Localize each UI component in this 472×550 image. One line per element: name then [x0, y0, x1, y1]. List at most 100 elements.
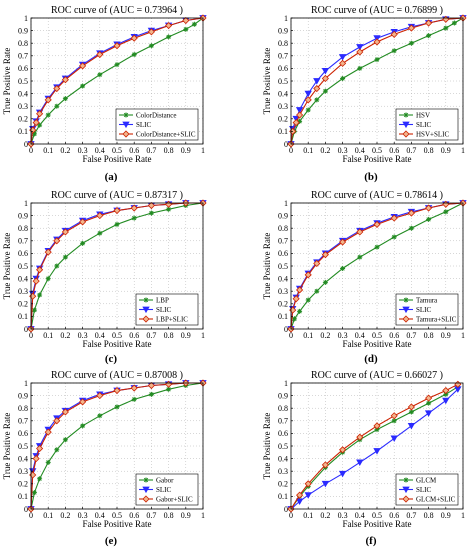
- panel-label: (c): [105, 353, 118, 365]
- y-tick-label: 0.9: [278, 26, 288, 35]
- x-tick-label: 0.1: [303, 511, 313, 520]
- data-point: [96, 212, 104, 220]
- y-tick-label: 0.2: [18, 115, 28, 124]
- x-tick-label: 0.1: [43, 511, 53, 520]
- y-tick-label: 0.8: [278, 224, 288, 233]
- data-point: [322, 88, 328, 94]
- legend-entry: SLIC: [136, 121, 152, 129]
- data-point: [31, 307, 37, 313]
- data-point: [407, 24, 415, 32]
- legend-marker: [142, 306, 150, 314]
- y-tick-label: 0.7: [18, 52, 28, 61]
- y-tick-label: 0.1: [18, 492, 28, 501]
- x-tick-label: 0.6: [129, 511, 139, 520]
- legend-entry: Gabor: [156, 477, 174, 485]
- data-point: [304, 271, 312, 279]
- data-point: [338, 470, 347, 478]
- x-tick-label: 0.2: [320, 146, 330, 155]
- y-tick-label: 1: [24, 199, 28, 208]
- x-tick-label: 0.5: [112, 146, 122, 155]
- x-tick-label: 0: [289, 511, 293, 520]
- x-tick-label: 0.9: [441, 331, 451, 340]
- legend-marker: [402, 130, 410, 138]
- x-tick-label: 0: [29, 146, 33, 155]
- x-axis-label: False Positive Rate: [83, 339, 152, 349]
- y-tick-label: 0.2: [278, 300, 288, 309]
- legend-marker: [142, 486, 150, 494]
- y-tick-label: 0.9: [18, 26, 28, 35]
- data-point: [97, 72, 103, 78]
- series-line-lbp: [30, 202, 204, 330]
- x-tick-label: 0.2: [60, 146, 70, 155]
- data-point: [114, 404, 120, 410]
- data-point: [183, 26, 189, 32]
- data-point: [357, 254, 363, 260]
- data-point: [373, 422, 381, 430]
- data-point: [305, 297, 311, 303]
- data-point: [37, 476, 43, 482]
- y-tick-label: 0.3: [18, 467, 28, 476]
- chart-title: ROC curve of (AUC = 0.87008 ): [51, 370, 183, 381]
- legend-entry: ColorDistance: [136, 112, 176, 120]
- legend-entry: SLIC: [416, 121, 432, 129]
- data-point: [130, 384, 138, 392]
- data-point: [32, 455, 40, 463]
- data-point: [390, 214, 398, 222]
- x-tick-label: 1: [461, 511, 465, 520]
- x-tick-label: 0: [29, 511, 33, 520]
- data-point: [61, 228, 69, 236]
- legend-marker: [403, 112, 409, 118]
- y-tick-label: 0.3: [18, 102, 28, 111]
- y-tick-label: 0: [24, 505, 28, 514]
- data-point: [113, 206, 121, 215]
- y-tick-label: 0.9: [18, 391, 28, 400]
- chart-title: ROC curve of (AUC = 0.76899 ): [311, 5, 443, 16]
- x-tick-label: 0.1: [303, 146, 313, 155]
- data-point: [407, 403, 415, 411]
- y-tick-label: 0.5: [278, 77, 288, 86]
- data-point: [53, 237, 61, 245]
- chart-panel: ROC curve of (AUC = 0.87317 ) 0 0.1 0.2 0.3 0…: [2, 190, 207, 365]
- x-tick-label: 0.8: [424, 146, 434, 155]
- y-tick-label: 0.3: [278, 102, 288, 111]
- y-tick-label: 0.3: [278, 467, 288, 476]
- data-point: [62, 254, 68, 260]
- x-tick-label: 0.3: [338, 511, 348, 520]
- data-point: [62, 437, 68, 443]
- data-point: [31, 490, 37, 496]
- data-point: [407, 209, 415, 217]
- x-tick-label: 0.9: [181, 511, 191, 520]
- data-point: [54, 263, 60, 269]
- y-tick-label: 0.2: [278, 115, 288, 124]
- data-point: [45, 112, 51, 118]
- y-tick-label: 0.4: [278, 274, 288, 283]
- data-point: [80, 83, 86, 89]
- x-tick-label: 0.6: [129, 331, 139, 340]
- legend-marker: [402, 121, 410, 129]
- x-tick-label: 0.7: [146, 511, 156, 520]
- x-tick-label: 0.5: [372, 331, 382, 340]
- y-axis-label: True Positive Rate: [2, 233, 12, 300]
- data-point: [166, 206, 172, 212]
- data-point: [304, 90, 312, 98]
- data-point: [356, 459, 364, 466]
- data-point: [62, 96, 68, 102]
- data-point: [131, 52, 137, 58]
- legend-entry: HSV: [416, 112, 430, 120]
- data-point: [79, 218, 87, 226]
- data-point: [37, 292, 43, 298]
- legend-marker: [143, 477, 149, 483]
- data-point: [373, 220, 381, 228]
- y-tick-label: 0.6: [278, 429, 288, 438]
- x-tick-label: 0.6: [389, 331, 399, 340]
- data-point: [313, 84, 321, 93]
- data-point: [297, 308, 303, 314]
- data-point: [339, 59, 347, 67]
- data-point: [147, 381, 155, 390]
- x-tick-label: 0.7: [406, 511, 416, 520]
- data-point: [313, 259, 321, 268]
- data-point: [97, 413, 103, 419]
- legend-entry: HSV+SLIC: [416, 131, 449, 139]
- data-point: [114, 62, 120, 68]
- data-point: [96, 50, 104, 59]
